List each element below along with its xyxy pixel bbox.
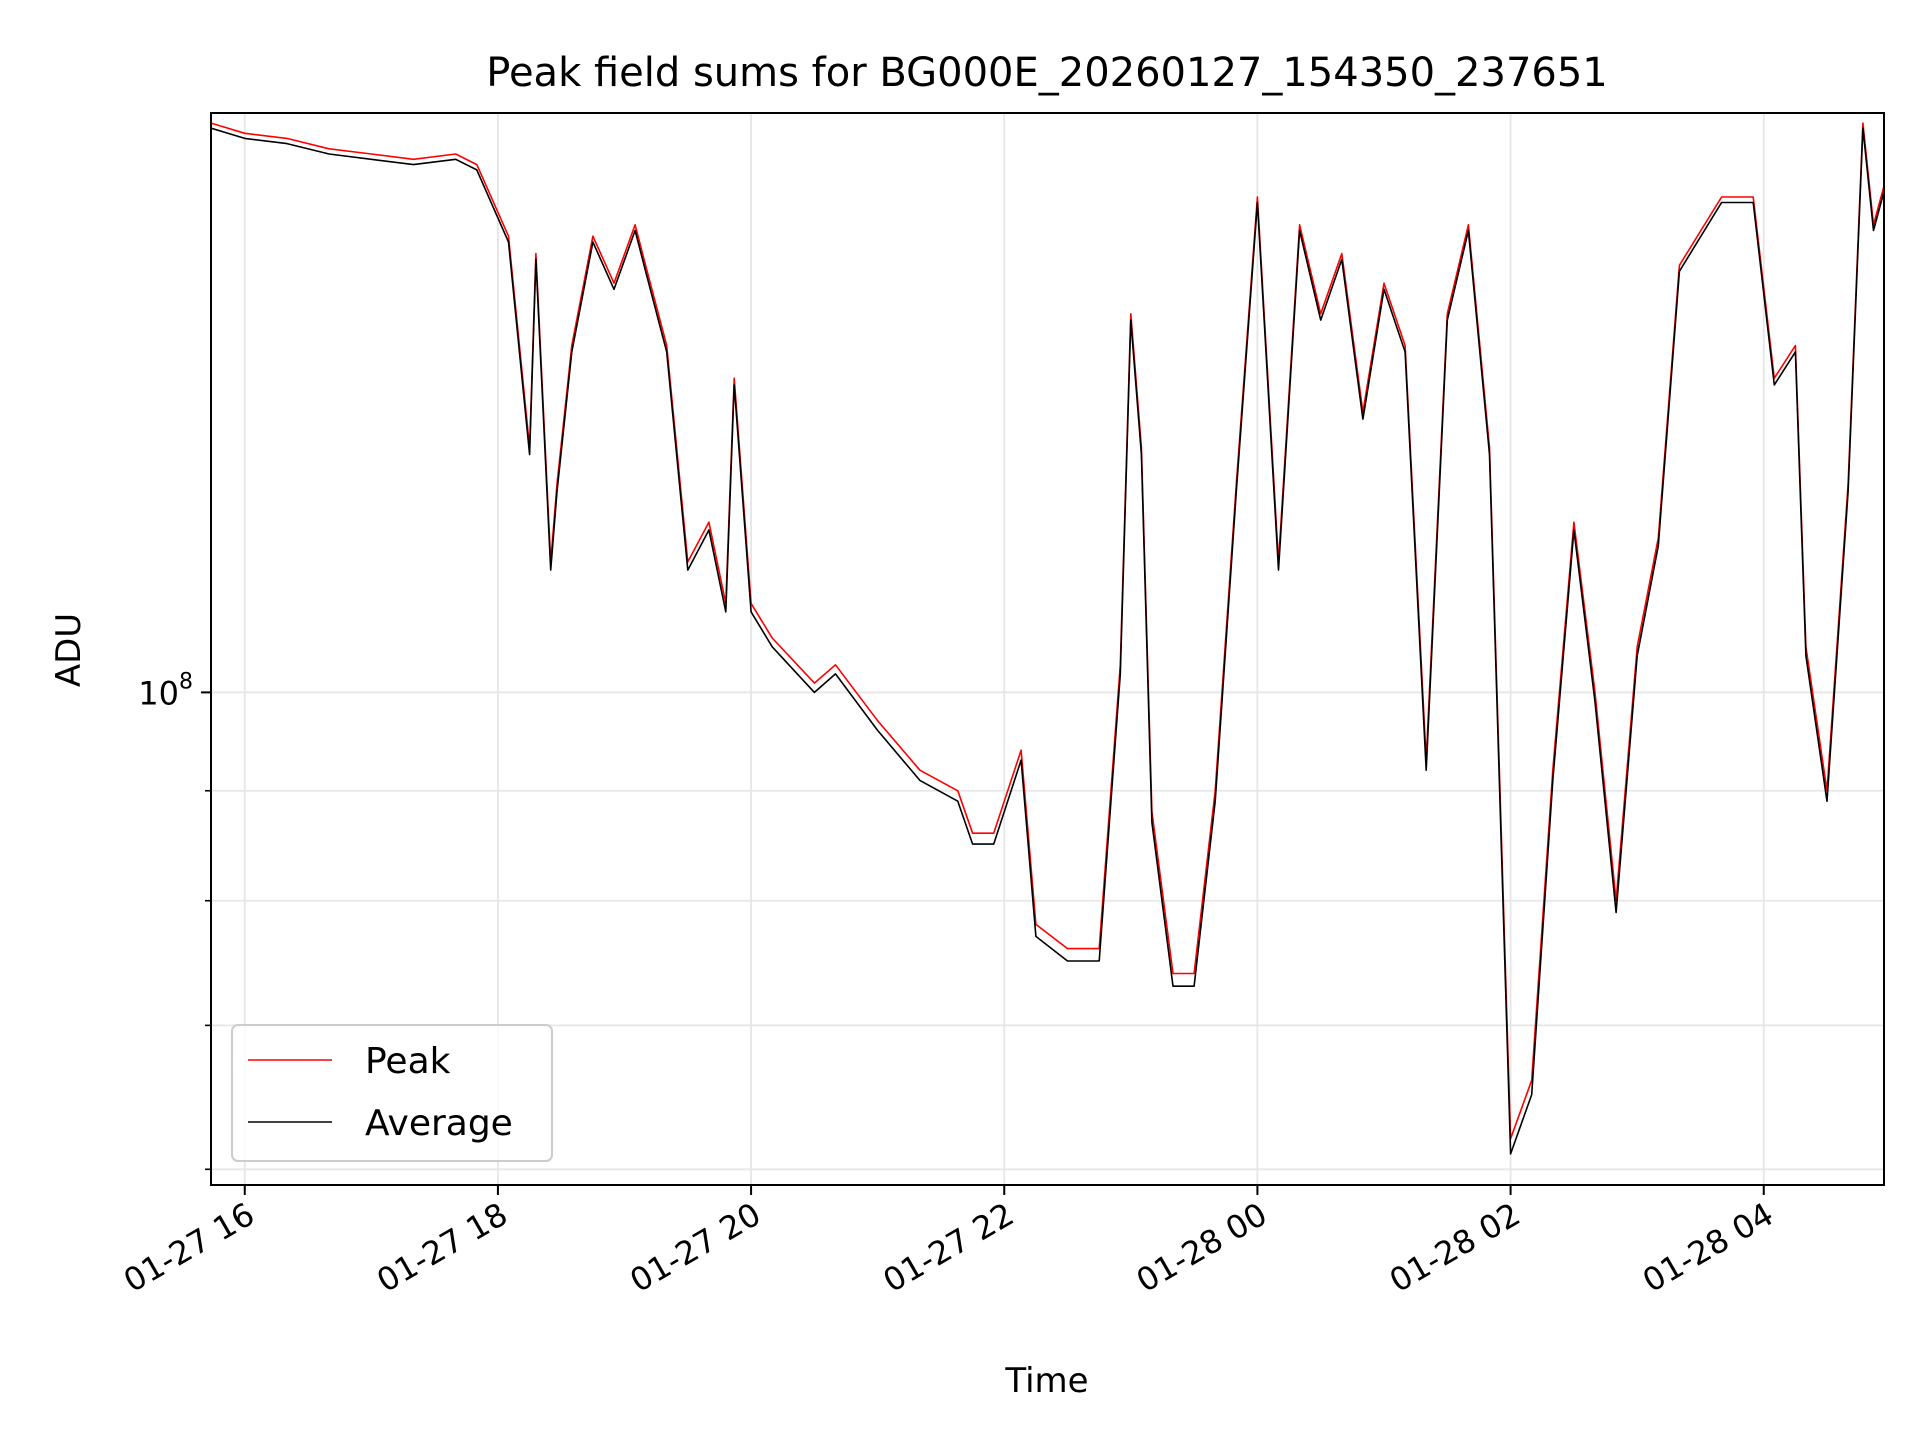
legend-label-peak: Peak [365, 1041, 451, 1082]
x-tick-label: 01-27 20 [623, 1195, 767, 1300]
x-tick-label: 01-27 22 [877, 1195, 1021, 1300]
legend-frame [231, 1024, 553, 1162]
plot-frame [210, 112, 1885, 1186]
series-layer [211, 122, 1884, 1155]
x-tick-label: 01-28 02 [1383, 1195, 1527, 1300]
chart-title: Peak field sums for BG000E_20260127_1543… [486, 50, 1607, 96]
series-line-average [211, 127, 1884, 1155]
x-tick-label: 01-28 00 [1130, 1195, 1274, 1300]
legend-label-average: Average [365, 1103, 513, 1144]
series-line-peak [211, 122, 1884, 1140]
grid [211, 113, 1884, 1185]
x-tick-label: 01-27 18 [370, 1195, 514, 1300]
x-tick-label: 01-27 16 [117, 1195, 261, 1300]
x-tick-label: 01-28 04 [1636, 1195, 1780, 1300]
legend: Peak Average [231, 1024, 553, 1162]
y-tick-label: 108 [138, 669, 193, 712]
x-axis-ticks: 01-27 16 01-27 18 01-27 20 01-27 22 01-28 00… [117, 1185, 1780, 1300]
y-axis-ticks: 108 [138, 669, 211, 1171]
x-axis-label: Time [1004, 1361, 1088, 1401]
y-axis-label: ADU [49, 613, 89, 687]
